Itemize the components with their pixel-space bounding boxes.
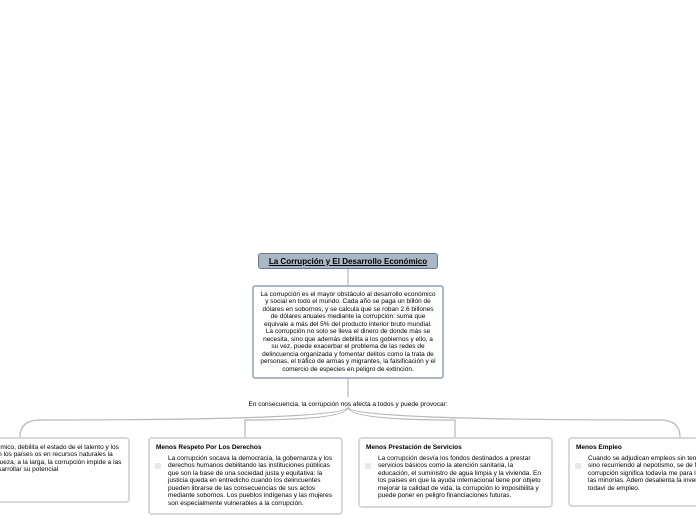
branch-body: e el desarrollo económico, debilita el e… — [0, 444, 122, 474]
branch-node[interactable]: Menos Empleo Cuando se adjudican empleos … — [568, 437, 696, 507]
branch-body: La corrupción desvía los fondos destinad… — [378, 455, 545, 500]
branch-heading: Menos Empleo — [576, 444, 696, 451]
bullet-icon — [155, 463, 161, 469]
branch-node[interactable]: Menos Respeto Por Los Derechos La corrupc… — [148, 437, 343, 515]
bullet-icon — [575, 463, 581, 469]
bullet-icon — [365, 463, 371, 469]
title-text: La Corrupción y El Desarrollo Económico — [269, 257, 427, 266]
mindmap-canvas: La Corrupción y El Desarrollo Económico … — [0, 0, 696, 520]
branch-node[interactable]: e el desarrollo económico, debilita el e… — [0, 437, 130, 503]
branch-heading: Menos Respeto Por Los Derechos — [156, 444, 335, 451]
intro-text: La corrupción es el mayor obstáculo al d… — [260, 291, 435, 373]
branch-body: Cuando se adjudican empleos sin tener en… — [588, 455, 696, 492]
branch-heading: Menos Prestación de Servicios — [366, 444, 545, 451]
title-node[interactable]: La Corrupción y El Desarrollo Económico — [258, 253, 438, 269]
branch-body: La corrupción socava la democracia, la g… — [168, 455, 335, 507]
intro-node[interactable]: La corrupción es el mayor obstáculo al d… — [252, 285, 444, 379]
consequence-text: En consecuencia, la corrupción nos afect… — [0, 401, 696, 408]
branch-node[interactable]: Menos Prestación de Servicios La corrupci… — [358, 437, 553, 508]
